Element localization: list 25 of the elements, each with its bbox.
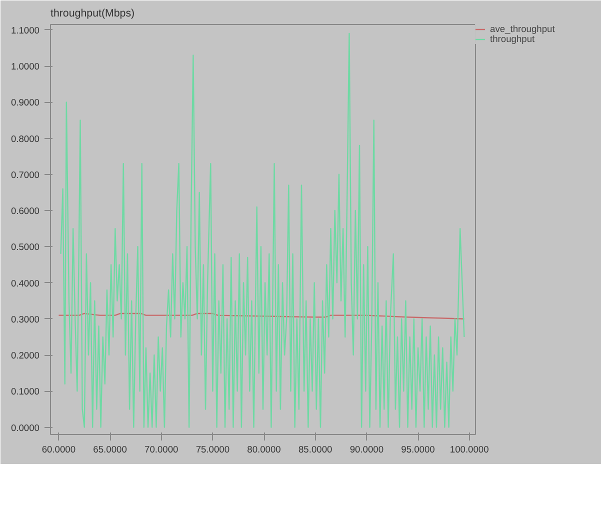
y-tick-label: 1.1000 [10,25,40,36]
y-tick-label: 0.9000 [10,98,40,108]
x-tick-label: 85.0000 [298,444,332,454]
x-tick-label: 75.0000 [196,444,230,454]
y-tick-label: 1.0000 [10,62,40,72]
y-tick-label: 0.2000 [10,350,40,361]
y-tick-label: 0.0000 [10,422,40,433]
y-tick-label: 0.6000 [10,206,40,216]
legend-label: ave_throughput [490,24,555,34]
x-tick-label: 70.0000 [144,444,178,454]
y-axis-title: throughput(Mbps) [50,8,135,20]
x-tick-label: 65.0000 [93,444,127,454]
line-series [60,32,465,428]
x-tick-label: 100.0000 [450,444,489,454]
y-tick-label: 0.7000 [10,170,40,180]
x-tick-label: 95.0000 [401,444,435,454]
y-tick-label: 0.1000 [10,386,40,397]
y-tick-label: 0.5000 [10,242,40,252]
x-tick-label: 60.0000 [42,444,76,454]
y-tick-label: 0.4000 [10,278,40,288]
y-tick-label: 0.8000 [10,134,40,144]
legend-label: throughput [490,34,536,44]
x-tick-label: 90.0000 [350,444,384,454]
x-tick-label: 80.0000 [247,444,281,454]
y-tick-label: 0.3000 [10,314,40,324]
